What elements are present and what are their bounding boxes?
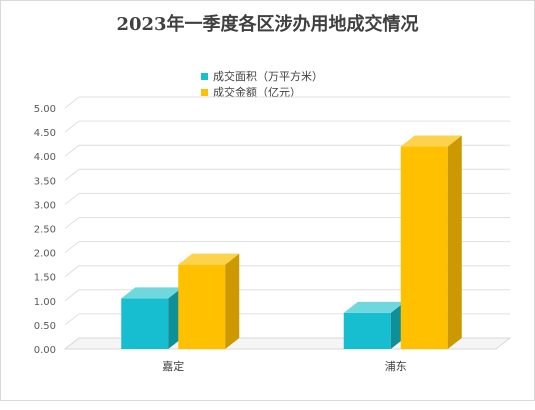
gridline-side-5 <box>64 217 80 229</box>
legend-swatch-area <box>201 72 208 80</box>
legend-swatch-amount <box>201 88 208 96</box>
gridline-side-3 <box>64 265 80 278</box>
gridline-side-9 <box>64 120 80 133</box>
bar-1-1-top <box>400 135 462 147</box>
legend-item-amount: 成交金额（亿元） <box>201 84 323 100</box>
y-tick-label-9: 4.50 <box>34 128 56 139</box>
y-tick-label-2: 1.00 <box>34 297 56 308</box>
y-tick-label-3: 1.50 <box>34 273 56 284</box>
y-tick-label-4: 2.00 <box>34 249 56 260</box>
bar-0-0-front <box>121 298 169 349</box>
y-tick-label-0: 0.00 <box>34 345 56 356</box>
bar-1-1-side <box>447 135 462 349</box>
legend-label-area: 成交面积（万平方米） <box>213 70 323 83</box>
legend-label-amount: 成交金额（亿元） <box>213 86 301 99</box>
gridline-side-7 <box>64 168 80 181</box>
gridline-side-2 <box>64 289 80 302</box>
bar-0-1-side <box>225 253 240 349</box>
y-tick-label-10: 5.00 <box>34 104 56 115</box>
gridline-side-4 <box>64 241 80 253</box>
y-tick-label-8: 4.00 <box>34 152 56 163</box>
legend: 成交面积（万平方米） 成交金额（亿元） <box>201 68 323 100</box>
bar-0-0-top <box>121 287 183 299</box>
gridline-side-10 <box>64 96 80 109</box>
chart-title: 2023年一季度各区涉办用地成交情况 <box>116 14 419 35</box>
x-category-label-0: 嘉定 <box>162 359 184 373</box>
legend-item-area: 成交面积（万平方米） <box>201 68 323 84</box>
bar-0-1-top <box>178 253 240 265</box>
bar-0-1-front <box>178 264 226 349</box>
gridline-side-1 <box>64 313 80 326</box>
y-tick-label-1: 0.50 <box>34 321 56 332</box>
x-category-label-1: 浦东 <box>385 360 407 373</box>
bar-1-0-top <box>343 301 405 313</box>
y-tick-label-7: 3.50 <box>34 176 56 187</box>
bar-1-0-front <box>343 312 391 349</box>
gridline-side-6 <box>64 193 80 205</box>
gridline-side-8 <box>64 144 80 157</box>
bar-1-1-front <box>400 146 448 349</box>
y-tick-label-6: 3.00 <box>34 200 56 211</box>
y-tick-label-5: 2.50 <box>34 225 56 236</box>
